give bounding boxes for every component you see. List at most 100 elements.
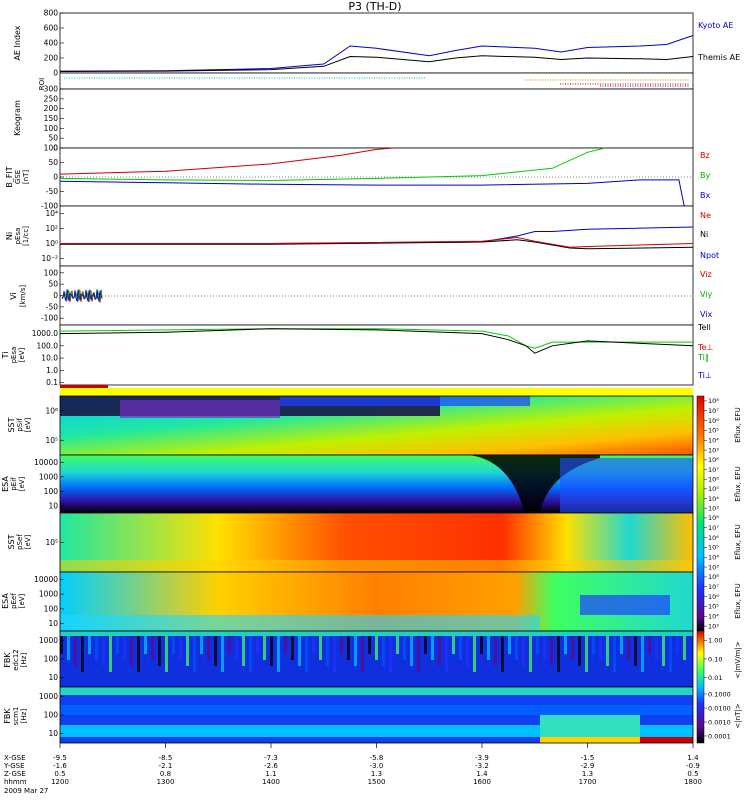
ae-legend-themis: Themis AE <box>697 53 740 62</box>
fbk1-stripe <box>620 636 623 654</box>
keogram-tick-label: 50 <box>48 134 58 143</box>
esa2-tick-label: 100 <box>44 604 59 613</box>
esa2-units: [eV] <box>18 593 26 608</box>
esa1-tick-label: 10000 <box>34 458 58 467</box>
bfit-series-bz <box>59 147 395 175</box>
fbk1-stripe <box>452 636 455 654</box>
esa1-noise-region <box>560 458 693 513</box>
x-tick-label: 1400 <box>262 778 280 786</box>
fbk2-tick-label: 1000 <box>39 692 58 701</box>
fbk1-stripe <box>123 636 126 660</box>
ae-legend-kyoto: Kyoto AE <box>698 21 733 30</box>
roi-ylabel: ROI <box>38 78 46 90</box>
bfit-series-group <box>59 147 685 207</box>
ti-tick-label: 100.0 <box>37 341 59 350</box>
keogram-tick-label: 100 <box>44 124 59 133</box>
sst1-tick-label: 10⁵ <box>45 436 58 445</box>
fbk2-bottom-yellow <box>540 737 640 743</box>
fbk1-stripe <box>634 636 637 666</box>
xaxis-row-xgse: X-GSE <box>4 754 26 762</box>
fbk1-stripe <box>207 636 210 660</box>
keogram-tick-label: 300 <box>44 85 59 94</box>
vi-tick-label: 100 <box>44 268 59 277</box>
x-tick-label: -8.5 <box>159 754 173 762</box>
xaxis-row-ygse: Y-GSE <box>3 762 25 770</box>
x-tick-label: -1.5 <box>581 754 595 762</box>
fbk1-stripe <box>543 636 546 660</box>
fbk1-stripe <box>683 636 686 660</box>
vi-ytick-group: -100 -50 0 50 100 <box>41 268 64 323</box>
fbk1-tick-label: 10 <box>48 673 58 682</box>
fbk1-stripe <box>403 636 406 660</box>
panel-ae: 0 200 400 600 800 AE Index Kyoto AE Themis A… <box>13 9 740 78</box>
ae-ylabel: AE Index <box>13 25 22 60</box>
ti-legend-tell: Tell <box>697 323 711 332</box>
ae-tick-label: 600 <box>44 24 59 33</box>
cbar-label-esa2: Eflux, EFU <box>734 583 742 618</box>
cbar-tick-label: 10⁵ <box>708 544 719 552</box>
x-tick-label: 1.3 <box>582 770 593 778</box>
fbk1-stripe <box>571 636 574 660</box>
fbk1-stripe <box>312 636 315 654</box>
fbk1-stripe <box>193 636 196 672</box>
ti-ylabel2: pEsa <box>10 347 18 364</box>
fbk1-stripe <box>158 636 161 666</box>
cbar-tick-label: 1.00 <box>708 637 722 645</box>
fbk1-stripe <box>347 636 350 660</box>
fbk2-ytick-group: 10 100 1000 <box>39 692 64 738</box>
panel-sst1: 10⁵ 10⁶ SST pSif [eV] <box>7 395 694 456</box>
fbk1-stripe <box>466 636 469 666</box>
fbk1-tick-label: 100 <box>44 655 59 664</box>
cbar-tick-label: 0.10 <box>708 655 722 663</box>
x-tick-label: -1.6 <box>53 762 67 770</box>
fbk1-stripe <box>214 636 217 666</box>
cbar-tick-label: 0.01 <box>708 674 722 682</box>
cbar-tick-label: 10⁴ <box>708 613 719 621</box>
cbar-tick-label: 0.0100 <box>708 704 731 712</box>
fbk1-stripe <box>354 636 357 666</box>
x-tick-label: 1300 <box>157 778 175 786</box>
fbk1-stripe <box>536 636 539 654</box>
cbar-tick-label: 10⁵ <box>708 427 719 435</box>
ti-ytick-group: 0.1 1.0 10.0 100.0 1000.0 <box>32 329 64 387</box>
fbk1-stripe <box>473 636 476 672</box>
fbk1-stripe <box>585 636 588 672</box>
ti-series-tell <box>59 328 694 354</box>
x-tick-label: -2.9 <box>581 762 595 770</box>
cbar-tick-label: 10³ <box>708 446 719 454</box>
keogram-ylabel: Keogram <box>13 100 22 136</box>
sst2-ylabel2: pSef <box>16 534 24 550</box>
fbk1-stripe <box>529 636 532 672</box>
x-tick-label: 0.5 <box>687 770 698 778</box>
bfit-series-by <box>59 147 606 182</box>
chart-title: P3 (TH-D) <box>348 0 401 13</box>
x-tick-label: -3.9 <box>475 754 489 762</box>
ni-tick-label: 10² <box>45 224 58 233</box>
fbk1-stripe <box>494 636 497 666</box>
fbk1-stripe <box>67 636 70 660</box>
xaxis-row-zgse: Z-GSE <box>4 770 26 778</box>
sst1-ylabel2: pSif <box>16 418 24 432</box>
bfit-tick-label: -50 <box>46 187 58 196</box>
cbar-tick-label: 10³ <box>708 504 719 512</box>
x-tick-label: 1700 <box>579 778 597 786</box>
fbk1-stripe <box>74 636 77 666</box>
fbk1-stripe <box>116 636 119 654</box>
cbar-tick-label: 10⁸ <box>708 514 719 522</box>
vi-noise-group <box>61 289 103 303</box>
vi-noise-trace <box>61 289 103 302</box>
fbk1-stripe <box>641 636 644 672</box>
fbk1-stripe <box>564 636 567 654</box>
cbar-tick-label: 10⁶ <box>708 593 719 601</box>
vi-tick-label: -50 <box>46 302 58 311</box>
esa1-tick-label: 100 <box>44 487 59 496</box>
fbk1-ytick-group: 10 100 1000 <box>39 636 64 682</box>
ae-tick-label: 200 <box>44 54 59 63</box>
bfit-legend-bz: Bz <box>700 151 710 160</box>
fbk2-tick-label: 100 <box>44 711 59 720</box>
fbk1-stripe <box>382 636 385 666</box>
fbk2-late-region <box>540 715 640 737</box>
sst2-tick-label: 10⁵ <box>45 538 58 547</box>
x-tick-label: -5.8 <box>370 754 384 762</box>
fbk1-stripe <box>431 636 434 660</box>
